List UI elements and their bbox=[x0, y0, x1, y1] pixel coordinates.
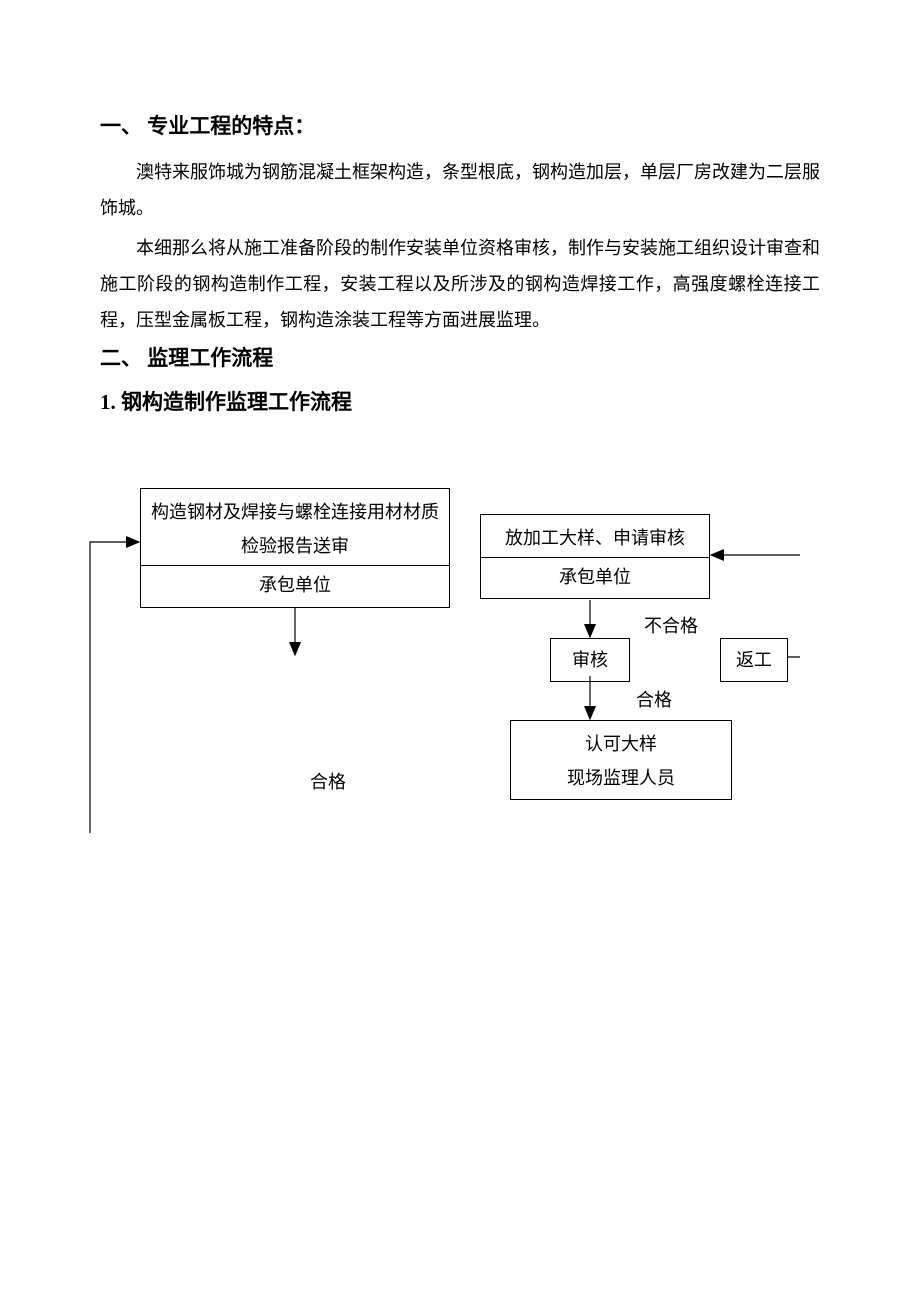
flow-node-divider bbox=[141, 565, 449, 566]
flow-node-row: 认可大样 bbox=[515, 727, 727, 761]
flow-node-row: 承包单位 bbox=[145, 568, 445, 602]
flow-node-row: 审核 bbox=[553, 643, 627, 677]
section-2-heading: 二、 监理工作流程 bbox=[100, 342, 820, 372]
flow-node-row: 现场监理人员 bbox=[515, 761, 727, 795]
flow-node-approve: 认可大样 现场监理人员 bbox=[510, 720, 732, 800]
flow-node-divider bbox=[481, 557, 709, 558]
flow-node-row: 返工 bbox=[723, 643, 785, 677]
flow-label-fail: 不合格 bbox=[644, 612, 698, 638]
flow-node-row: 承包单位 bbox=[485, 560, 705, 594]
section-1-heading: 一、 专业工程的特点： bbox=[100, 110, 820, 140]
subsection-1-heading: 1. 钢构造制作监理工作流程 bbox=[100, 386, 820, 416]
flow-node-rework: 返工 bbox=[720, 638, 788, 682]
paragraph-2: 本细那么将从施工准备阶段的制作安装单位资格审核，制作与安装施工组织设计审查和施工… bbox=[100, 230, 820, 338]
paragraph-1: 澳特来服饰城为钢筋混凝土框架构造，条型根底，钢构造加层，单层厂房改建为二层服饰城… bbox=[100, 154, 820, 226]
flow-label-pass-left: 合格 bbox=[310, 768, 346, 794]
flow-node-audit: 审核 bbox=[550, 638, 630, 682]
flowchart-container: 构造钢材及焊接与螺栓连接用材材质 检验报告送审 承包单位 放加工大样、申请审核 … bbox=[80, 468, 800, 868]
flow-node-materials: 构造钢材及焊接与螺栓连接用材材质 检验报告送审 承包单位 bbox=[140, 488, 450, 608]
flow-node-row: 放加工大样、申请审核 bbox=[485, 521, 705, 555]
flow-node-row: 检验报告送审 bbox=[145, 529, 445, 563]
flow-node-sample-request: 放加工大样、申请审核 承包单位 bbox=[480, 514, 710, 599]
flow-label-pass-right: 合格 bbox=[636, 686, 672, 712]
flow-node-row: 构造钢材及焊接与螺栓连接用材材质 bbox=[145, 495, 445, 529]
